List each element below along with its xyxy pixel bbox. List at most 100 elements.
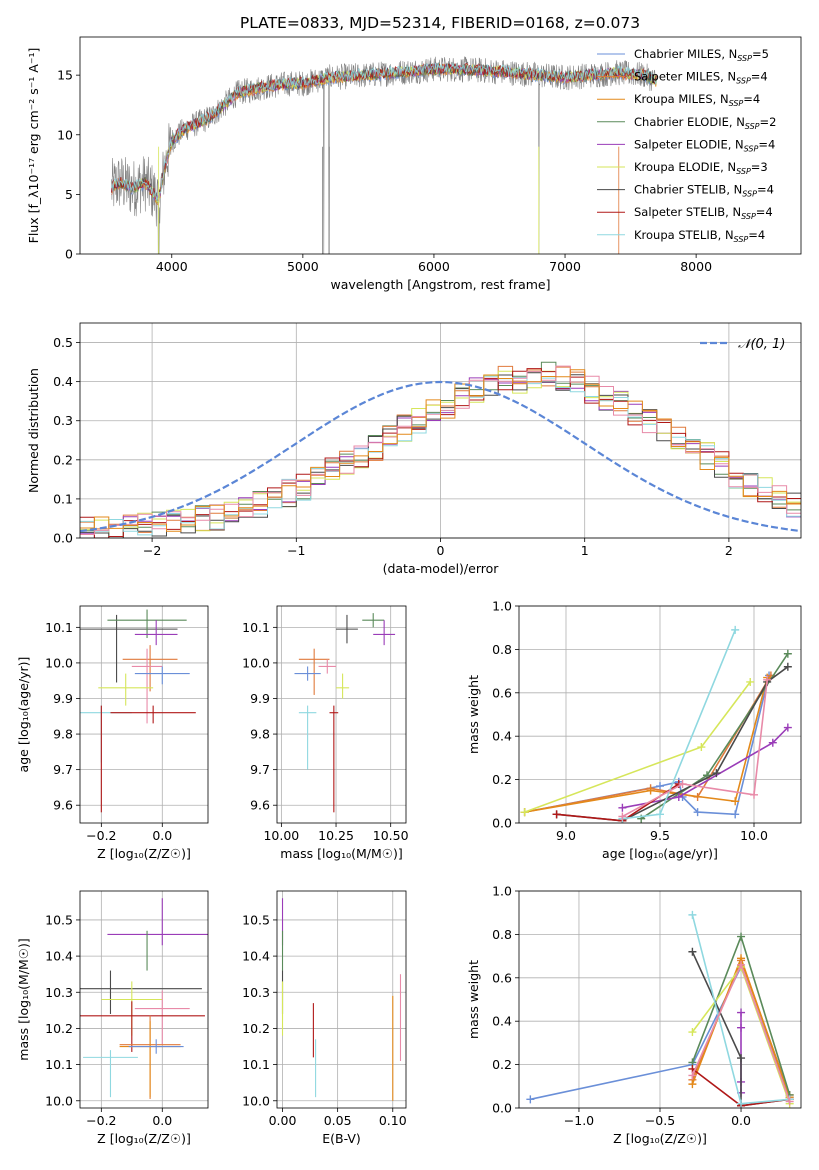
weight-marker xyxy=(688,910,697,919)
x-tick-label: −1.0 xyxy=(564,1113,594,1128)
x-axis-label: (data-model)/error xyxy=(383,561,500,576)
x-axis-label: mass [log₁₀(M/M☉)] xyxy=(280,846,402,861)
y-tick-label: 0.0 xyxy=(492,816,512,831)
plot-area xyxy=(526,910,794,1108)
panel-mass-vs-EBV: 0.00 0.05 0.10 10.0 10.1 10.2 10.3 10.4 10.5 E(B-… xyxy=(242,890,407,1146)
weight-marker xyxy=(646,786,655,795)
x-tick-label: −0.2 xyxy=(86,828,116,843)
weight-marker xyxy=(746,677,755,686)
weight-marker xyxy=(712,769,721,778)
panel-age-vs-Z: −0.2 0.0 9.6 9.7 9.8 9.9 10.0 10.1 Z [log₁₀(Z/Z☉… xyxy=(16,605,209,861)
data-spectrum-line xyxy=(111,56,657,254)
axes-frame xyxy=(79,605,209,824)
weight-marker xyxy=(737,932,746,941)
y-tick-label: 9.6 xyxy=(53,798,73,813)
legend-entry: Salpeter ELODIE, NSSP=4 xyxy=(634,137,775,153)
weight-marker xyxy=(737,960,746,969)
weight-marker xyxy=(731,625,740,634)
x-tick-label: 9.5 xyxy=(650,828,670,843)
y-axis-label: mass [log₁₀(M/M☉)] xyxy=(16,938,31,1060)
model-line xyxy=(111,61,657,203)
y-tick-label: 10.0 xyxy=(242,655,270,670)
weight-marker xyxy=(697,743,706,752)
weight-line xyxy=(524,677,768,813)
y-tick-label: 10.1 xyxy=(45,620,73,635)
weight-marker xyxy=(785,1097,794,1106)
x-axis-label: Z [log₁₀(Z/Z☉)] xyxy=(97,1131,191,1146)
axes-frame xyxy=(79,36,802,255)
weight-marker xyxy=(783,723,792,732)
x-tick-label: 1 xyxy=(581,543,589,558)
x-tick-label: −1 xyxy=(287,543,305,558)
y-tick-label: 15 xyxy=(57,68,73,83)
y-tick-label: 0.4 xyxy=(492,1014,512,1029)
weight-marker xyxy=(750,790,758,799)
y-tick-label: 5 xyxy=(65,187,73,202)
x-tick-label: 10.50 xyxy=(373,828,409,843)
weight-marker xyxy=(552,810,561,819)
legend-entry: Kroupa STELIB, NSSP=4 xyxy=(634,228,765,244)
weight-marker xyxy=(688,1071,697,1080)
weight-marker xyxy=(688,1080,697,1089)
y-tick-label: 0.0 xyxy=(492,1101,512,1116)
weight-marker xyxy=(737,1099,746,1108)
weight-marker xyxy=(737,1023,746,1032)
weight-marker xyxy=(520,808,529,817)
x-axis-label: wavelength [Angstrom, rest frame] xyxy=(330,277,550,292)
weight-marker xyxy=(693,808,702,817)
y-tick-label: 0.3 xyxy=(53,413,73,428)
legend-entry: Chabrier STELIB, NSSP=4 xyxy=(634,183,774,199)
axes-frame xyxy=(79,890,209,1109)
y-tick-label: 9.7 xyxy=(53,762,73,777)
y-tick-label: 9.8 xyxy=(250,727,270,742)
y-tick-label: 10.2 xyxy=(242,1021,270,1036)
panel-weight-vs-age: 9.0 9.5 10.0 0.0 0.2 0.4 0.6 0.8 1.0 age [log₁₀(a… xyxy=(466,599,802,861)
y-tick-label: 10.4 xyxy=(242,949,270,964)
weight-marker xyxy=(731,810,740,819)
y-tick-label: 10.0 xyxy=(242,1093,270,1108)
x-tick-label: −0.5 xyxy=(645,1113,675,1128)
plot-area xyxy=(80,361,801,538)
x-tick-label: 5000 xyxy=(287,259,319,274)
y-tick-label: 0.1 xyxy=(53,491,73,506)
legend-entry: Salpeter MILES, NSSP=4 xyxy=(634,70,768,86)
x-axis-label: Z [log₁₀(Z/Z☉)] xyxy=(613,1131,707,1146)
y-axis-label: mass weight xyxy=(466,675,481,754)
y-tick-label: 10.2 xyxy=(45,1021,73,1036)
y-tick-label: 0 xyxy=(65,247,73,262)
y-tick-label: 10.0 xyxy=(45,655,73,670)
axes-frame xyxy=(518,605,802,824)
x-tick-label: 10.25 xyxy=(318,828,354,843)
y-tick-label: 10.4 xyxy=(45,949,73,964)
x-tick-label: 0.00 xyxy=(269,1113,297,1128)
y-tick-label: 0.2 xyxy=(492,772,512,787)
axes-frame xyxy=(276,890,407,1109)
legend-entry: Chabrier MILES, NSSP=5 xyxy=(634,47,769,63)
y-tick-label: 0.5 xyxy=(53,335,73,350)
y-tick-label: 0.2 xyxy=(53,452,73,467)
y-tick-label: 0.8 xyxy=(492,642,512,657)
legend-entry: Salpeter STELIB, NSSP=4 xyxy=(634,205,773,221)
weight-line xyxy=(622,679,768,818)
weight-marker xyxy=(783,649,792,658)
histogram-step xyxy=(80,369,801,532)
x-tick-label: −2 xyxy=(143,543,161,558)
model-line xyxy=(111,62,657,203)
x-axis-label: Z [log₁₀(Z/Z☉)] xyxy=(97,846,191,861)
y-tick-label: 10.5 xyxy=(45,912,73,927)
legend-entry: Kroupa ELODIE, NSSP=3 xyxy=(634,160,768,176)
legend-entry: Kroupa MILES, NSSP=4 xyxy=(634,92,760,108)
x-tick-label: 10.00 xyxy=(263,828,299,843)
weight-marker xyxy=(618,812,627,821)
weight-marker xyxy=(526,1095,535,1104)
x-axis-label: E(B-V) xyxy=(322,1131,361,1146)
plot-area xyxy=(80,609,196,813)
x-tick-label: 2 xyxy=(725,543,733,558)
plot-area xyxy=(80,898,208,1099)
plot-area xyxy=(520,625,792,823)
weight-line xyxy=(524,674,772,813)
weight-marker xyxy=(656,810,664,819)
y-tick-label: 0.2 xyxy=(492,1057,512,1072)
y-axis-label: Normed distribution xyxy=(26,368,41,493)
